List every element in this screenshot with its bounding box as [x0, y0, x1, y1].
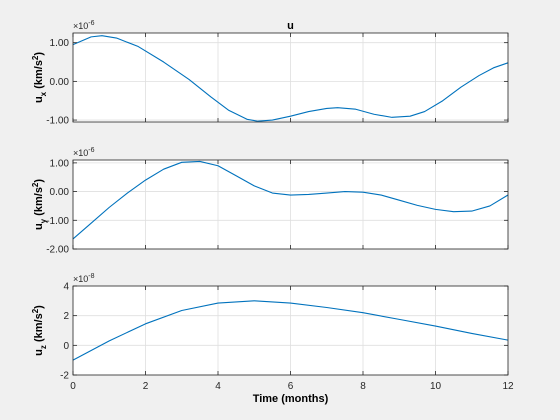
series-line — [72, 35, 509, 122]
x-tick-label: 0 — [70, 381, 76, 392]
x-tick-label: 6 — [288, 381, 294, 392]
x-tick-label: 12 — [502, 381, 514, 392]
y-tick-label: -1.00 — [46, 116, 69, 127]
y-tick-label: 0 — [63, 341, 69, 352]
x-tick-label: 10 — [430, 381, 442, 392]
axis-exponent: ×10-6 — [73, 147, 95, 158]
x-axis-label: Time (months) — [253, 393, 329, 405]
series-line — [72, 160, 509, 240]
axes-2: -2.00 -1.00 0.00 1.00×10-6 uy (km/s2) — [31, 147, 509, 256]
y-axis-label: ux (km/s2) — [31, 52, 48, 103]
axis-exponent: ×10-8 — [73, 273, 95, 284]
x-tick-label: 8 — [360, 381, 366, 392]
series-line — [72, 300, 509, 361]
x-tick-label: 4 — [215, 381, 221, 392]
y-tick-label: -2 — [60, 371, 69, 382]
y-tick-label: 1.00 — [50, 158, 70, 169]
axes-1: -1.00 0.00 1.00×10-6 ux (km/s2) u — [31, 20, 509, 127]
y-tick-label: 0.00 — [50, 77, 70, 88]
y-tick-label: 0.00 — [50, 187, 70, 198]
chart-title: u — [287, 20, 294, 32]
y-axis-label: uz (km/s2) — [31, 305, 48, 356]
axis-exponent: ×10-6 — [73, 20, 95, 31]
y-tick-label: 2 — [63, 311, 69, 322]
y-tick-label: -1.00 — [46, 216, 69, 227]
y-axis-label: uy (km/s2) — [31, 179, 48, 230]
y-tick-label: -2.00 — [46, 245, 69, 256]
y-tick-label: 4 — [63, 282, 69, 293]
x-tick-label: 2 — [143, 381, 149, 392]
y-tick-label: 1.00 — [50, 38, 70, 49]
